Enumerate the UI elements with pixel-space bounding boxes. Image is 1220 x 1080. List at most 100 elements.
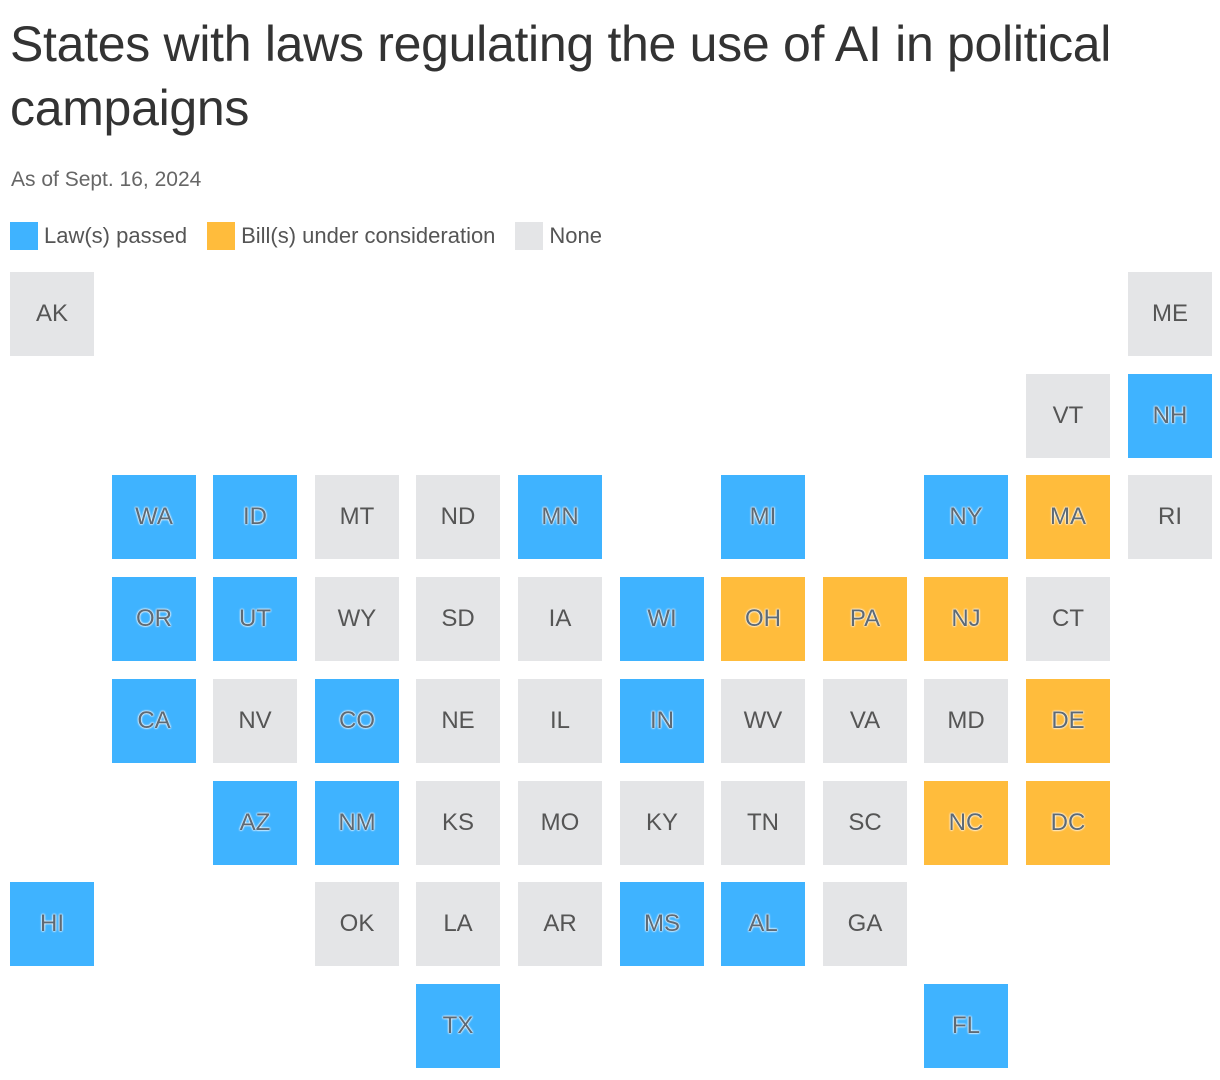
legend-label-bill: Bill(s) under consideration — [241, 223, 496, 248]
state-label: OH — [745, 605, 781, 632]
state-label: RI — [1158, 503, 1182, 530]
state-tile-ks: KS — [416, 781, 500, 865]
state-label: NV — [238, 707, 272, 734]
state-label: AK — [35, 300, 68, 327]
state-tile-co: CO — [315, 679, 399, 763]
state-tile-ms: MS — [620, 882, 704, 966]
legend-swatch-bill — [207, 222, 236, 250]
state-tile-nd: ND — [416, 475, 500, 559]
state-label: DE — [1051, 707, 1085, 734]
state-label: PA — [849, 605, 881, 632]
legend-label-law: Law(s) passed — [44, 223, 188, 248]
state-tile-al: AL — [721, 882, 805, 966]
state-label: MN — [541, 503, 579, 530]
state-tile-ar: AR — [518, 882, 602, 966]
state-tile-wv: WV — [721, 679, 805, 763]
state-label: HI — [40, 910, 64, 937]
state-label: IL — [549, 707, 570, 734]
state-label: WA — [135, 503, 173, 530]
state-tile-de: DE — [1026, 679, 1110, 763]
state-label: KS — [441, 809, 474, 836]
state-label: WV — [743, 707, 783, 734]
state-label: AZ — [239, 809, 271, 836]
state-label: SD — [441, 605, 475, 632]
state-label: MS — [644, 910, 680, 937]
state-tile-wi: WI — [620, 577, 704, 661]
state-tile-sc: SC — [823, 781, 907, 865]
state-label: FL — [951, 1012, 980, 1039]
state-tile-nj: NJ — [924, 577, 1008, 661]
state-tile-mo: MO — [518, 781, 602, 865]
state-label: SC — [848, 809, 882, 836]
state-tile-fl: FL — [924, 984, 1008, 1068]
state-tile-il: IL — [518, 679, 602, 763]
state-label: KY — [645, 809, 678, 836]
state-tile-me: ME — [1128, 272, 1212, 356]
state-label: CO — [339, 707, 375, 734]
state-tile-wa: WA — [112, 475, 196, 559]
state-label: ME — [1152, 300, 1188, 327]
state-label: CA — [137, 707, 171, 734]
state-tile-tn: TN — [721, 781, 805, 865]
legend-swatch-none — [515, 222, 544, 250]
state-tile-dc: DC — [1026, 781, 1110, 865]
state-tile-az: AZ — [213, 781, 297, 865]
state-label: ID — [243, 503, 267, 530]
state-tile-ne: NE — [416, 679, 500, 763]
state-label: LA — [443, 910, 473, 937]
state-label: NC — [948, 809, 984, 836]
state-tile-nc: NC — [924, 781, 1008, 865]
state-label: MO — [540, 809, 580, 836]
state-label: OK — [339, 910, 375, 937]
state-tile-ri: RI — [1128, 475, 1212, 559]
legend-item-none: None — [515, 222, 602, 250]
state-tile-mi: MI — [721, 475, 805, 559]
legend-item-bill: Bill(s) under consideration — [207, 222, 495, 250]
legend-item-law: Law(s) passed — [10, 222, 187, 250]
state-tile-tx: TX — [416, 984, 500, 1068]
state-tile-sd: SD — [416, 577, 500, 661]
state-tile-oh: OH — [721, 577, 805, 661]
state-tile-in: IN — [620, 679, 704, 763]
chart-title: States with laws regulating the use of A… — [10, 16, 1112, 136]
state-tile-ut: UT — [213, 577, 297, 661]
state-label: OR — [136, 605, 172, 632]
state-tile-va: VA — [823, 679, 907, 763]
state-tile-ok: OK — [315, 882, 399, 966]
state-label: MD — [947, 707, 985, 734]
chart-subtitle: As of Sept. 16, 2024 — [11, 168, 202, 191]
state-label: NJ — [951, 605, 981, 632]
state-tile-pa: PA — [823, 577, 907, 661]
state-tile-nh: NH — [1128, 374, 1212, 458]
state-tile-grid-map: AK ME VT NH WA ID MT ND MN MI NY MA RI OR UT WY SD IA WI OH… — [10, 272, 1212, 1072]
state-tile-vt: VT — [1026, 374, 1110, 458]
state-tile-nm: NM — [315, 781, 399, 865]
state-tile-ct: CT — [1026, 577, 1110, 661]
state-tile-ia: IA — [518, 577, 602, 661]
state-tile-ny: NY — [924, 475, 1008, 559]
state-label: NM — [338, 809, 376, 836]
state-label: WI — [647, 605, 677, 632]
state-tile-id: ID — [213, 475, 297, 559]
state-tile-md: MD — [924, 679, 1008, 763]
state-label: NH — [1152, 402, 1188, 429]
state-tile-mn: MN — [518, 475, 602, 559]
state-tile-or: OR — [112, 577, 196, 661]
state-tile-ak: AK — [10, 272, 94, 356]
state-label: WY — [337, 605, 377, 632]
state-tile-ma: MA — [1026, 475, 1110, 559]
state-tile-ga: GA — [823, 882, 907, 966]
state-label: TX — [442, 1012, 474, 1039]
state-label: MI — [749, 503, 777, 530]
state-label: VT — [1052, 402, 1084, 429]
state-tile-ca: CA — [112, 679, 196, 763]
legend: Law(s) passed Bill(s) under consideratio… — [10, 222, 622, 250]
state-label: NE — [441, 707, 475, 734]
state-tile-ky: KY — [620, 781, 704, 865]
state-label: ND — [440, 503, 476, 530]
state-label: NY — [949, 503, 983, 530]
state-tile-wy: WY — [315, 577, 399, 661]
state-label: AL — [748, 910, 778, 937]
legend-label-none: None — [549, 223, 603, 248]
state-label: CT — [1052, 605, 1084, 632]
